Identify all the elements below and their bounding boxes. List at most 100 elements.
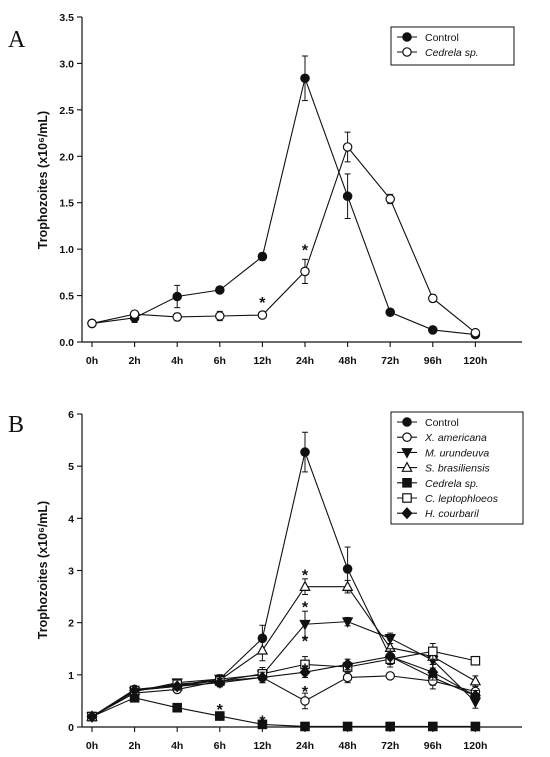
legend-item: X. americana xyxy=(397,432,487,444)
y-tick-label: 2.0 xyxy=(59,151,74,163)
x-tick-label: 6h xyxy=(214,740,226,752)
x-tick-label: 0h xyxy=(86,355,98,367)
legend-marker xyxy=(401,461,413,472)
significance-star: * xyxy=(259,295,266,312)
x-tick-label: 24h xyxy=(296,740,314,752)
y-tick-label: 0.5 xyxy=(59,291,74,303)
x-tick-label: 96h xyxy=(424,355,442,367)
legend-item: Control xyxy=(397,417,459,429)
legend-marker xyxy=(402,478,412,488)
series-line xyxy=(91,656,476,718)
legend: Control X. americana M. urundeuva S. brasil… xyxy=(390,411,524,525)
chart-panel-a: A 0.0 0.5 1.0 1.5 2.0 2.5 3.0 3.5 0h 2h 4h 6h 12h 24h 4… xyxy=(8,12,522,367)
legend-label: Cedrela sp. xyxy=(425,47,479,59)
y-tick-label: 2 xyxy=(68,618,74,630)
data-point xyxy=(299,580,311,591)
panel-label: A xyxy=(8,27,26,53)
legend-marker xyxy=(401,448,413,459)
legend-marker xyxy=(401,507,413,520)
data-point xyxy=(256,644,269,655)
x-tick-label: 2h xyxy=(128,355,140,367)
y-tick-label: 3.0 xyxy=(59,58,74,70)
legend: Control Cedrela sp. xyxy=(390,26,515,66)
x-tick-label: 0h xyxy=(86,740,98,752)
data-point xyxy=(469,689,481,702)
legend-item: M. urundeuva xyxy=(397,447,489,459)
data-point xyxy=(428,646,438,657)
x-tick-label: 6h xyxy=(214,355,226,367)
significance-star: * xyxy=(259,714,266,731)
x-tick-label: 48h xyxy=(339,740,357,752)
x-tick-label: 4h xyxy=(171,740,183,752)
legend-item: Cedrela sp. xyxy=(397,478,479,490)
y-axis-label: Trophozoites (x10⁶/mL) xyxy=(36,501,50,639)
x-tick-label: 2h xyxy=(128,740,140,752)
y-tick-label: 5 xyxy=(68,461,74,473)
data-point xyxy=(172,312,182,322)
data-point xyxy=(300,266,310,277)
series-line xyxy=(91,586,476,718)
legend-label: Control xyxy=(425,417,459,429)
legend-item: H. courbaril xyxy=(397,507,479,520)
significance-star: * xyxy=(302,599,309,616)
y-tick-label: 6 xyxy=(68,409,74,421)
data-point xyxy=(300,696,310,706)
data-point xyxy=(256,671,268,684)
legend-item: Control xyxy=(397,32,459,44)
x-tick-label: 120h xyxy=(463,740,487,752)
data-point xyxy=(300,73,310,84)
series-line xyxy=(91,76,476,336)
x-tick-label: 4h xyxy=(171,355,183,367)
x-tick-label: 48h xyxy=(339,355,357,367)
data-point xyxy=(86,710,98,723)
x-tick-label: 24h xyxy=(296,355,314,367)
legend-marker xyxy=(402,32,412,42)
significance-star: * xyxy=(302,661,309,678)
data-point xyxy=(385,721,395,732)
series-m-urundeuva xyxy=(86,610,482,723)
data-point xyxy=(215,711,225,721)
data-point xyxy=(427,666,439,679)
data-point xyxy=(299,666,311,679)
y-tick-label: 1.0 xyxy=(59,244,74,256)
data-point xyxy=(385,194,395,204)
data-point xyxy=(342,142,353,152)
data-point xyxy=(129,309,140,319)
legend-label: Control xyxy=(425,32,459,44)
data-point xyxy=(470,327,481,338)
data-point xyxy=(171,680,183,693)
legend-label: Cedrela sp. xyxy=(425,478,479,490)
series-x-americana xyxy=(87,671,481,722)
data-point xyxy=(341,580,354,591)
series-c-leptophloeos xyxy=(87,643,481,722)
data-point xyxy=(257,310,268,320)
series-cedrela-sp- xyxy=(87,692,481,732)
legend-marker xyxy=(402,432,412,442)
series-control xyxy=(87,55,481,340)
data-point xyxy=(300,721,310,732)
legend-label: H. courbaril xyxy=(425,508,479,520)
x-tick-label: 12h xyxy=(253,355,271,367)
legend-marker xyxy=(402,47,412,57)
legend-label: X. americana xyxy=(424,432,487,444)
data-point xyxy=(427,325,438,335)
data-point xyxy=(300,447,310,457)
series-line xyxy=(91,650,476,718)
data-point xyxy=(384,634,396,645)
data-point xyxy=(427,293,438,304)
data-point xyxy=(342,564,353,574)
legend-item: C. leptophloeos xyxy=(397,493,499,505)
significance-star: * xyxy=(302,242,309,259)
y-axis-label: Trophozoites (x10⁶/mL) xyxy=(36,111,50,249)
y-tick-label: 0.0 xyxy=(59,337,74,349)
legend-label: M. urundeuva xyxy=(425,447,489,459)
chart-panel-b: B 0 1 2 3 4 5 6 0h 2h 4h 6h 12h 24h 48h 72h 96h 120h Troph… xyxy=(8,409,524,752)
data-point xyxy=(385,307,395,318)
x-tick-label: 72h xyxy=(381,740,399,752)
data-point xyxy=(342,658,354,671)
x-tick-label: 120h xyxy=(463,355,487,367)
legend-item: S. brasiliensis xyxy=(397,461,491,475)
legend-label: S. brasiliensis xyxy=(425,463,491,475)
data-point xyxy=(469,674,482,686)
series-line xyxy=(91,697,476,728)
